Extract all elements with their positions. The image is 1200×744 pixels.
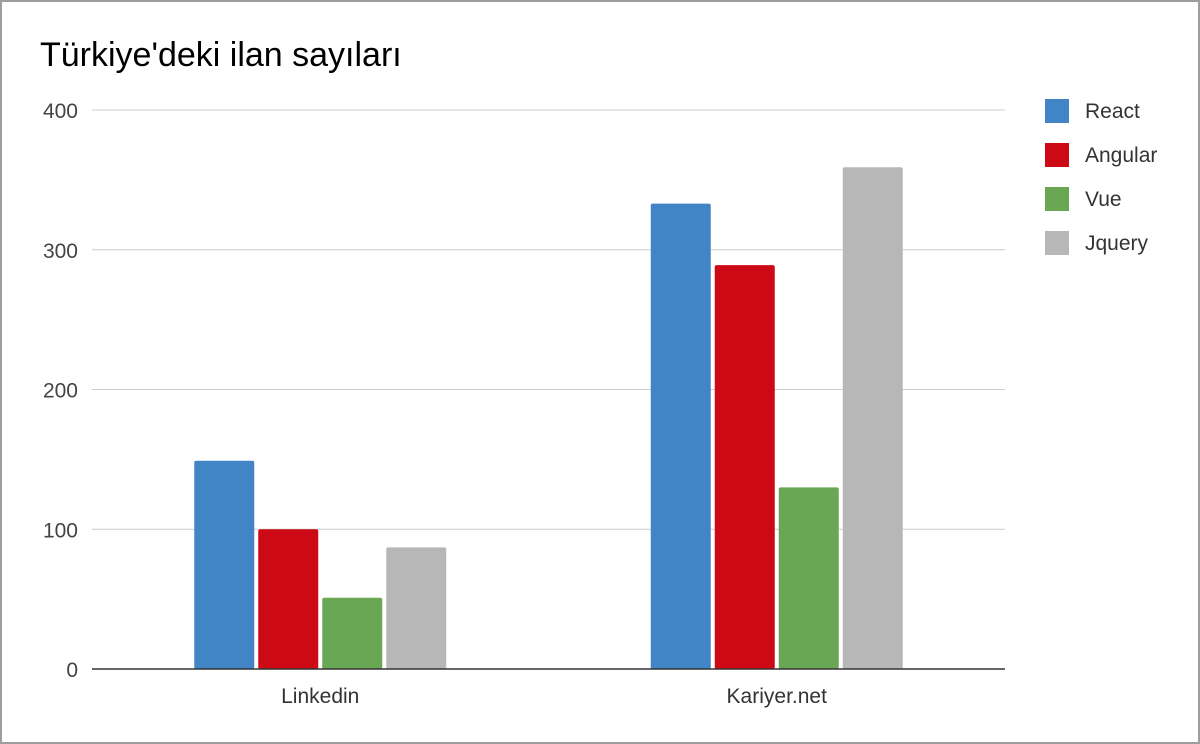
y-tick-label: 100 — [43, 519, 78, 542]
bar — [714, 265, 775, 669]
legend-label: React — [1085, 100, 1140, 123]
legend-label: Vue — [1085, 188, 1122, 211]
bar — [258, 529, 319, 669]
x-tick-label: Kariyer.net — [727, 685, 828, 708]
y-tick-label: 0 — [66, 659, 78, 682]
bar — [194, 460, 255, 669]
legend-swatch — [1045, 231, 1069, 255]
bar — [842, 167, 903, 670]
bar — [386, 547, 447, 669]
chart-title: Türkiye'deki ilan sayıları — [40, 36, 402, 74]
bar — [650, 203, 711, 669]
legend-label: Jquery — [1085, 232, 1149, 255]
y-tick-label: 400 — [43, 100, 78, 123]
legend-label: Angular — [1085, 144, 1157, 167]
bar — [322, 597, 383, 669]
bar — [778, 487, 839, 669]
y-tick-label: 300 — [43, 240, 78, 263]
legend-swatch — [1045, 187, 1069, 211]
legend-swatch — [1045, 99, 1069, 123]
y-tick-label: 200 — [43, 380, 78, 403]
x-tick-label: Linkedin — [281, 685, 359, 708]
legend-swatch — [1045, 143, 1069, 167]
